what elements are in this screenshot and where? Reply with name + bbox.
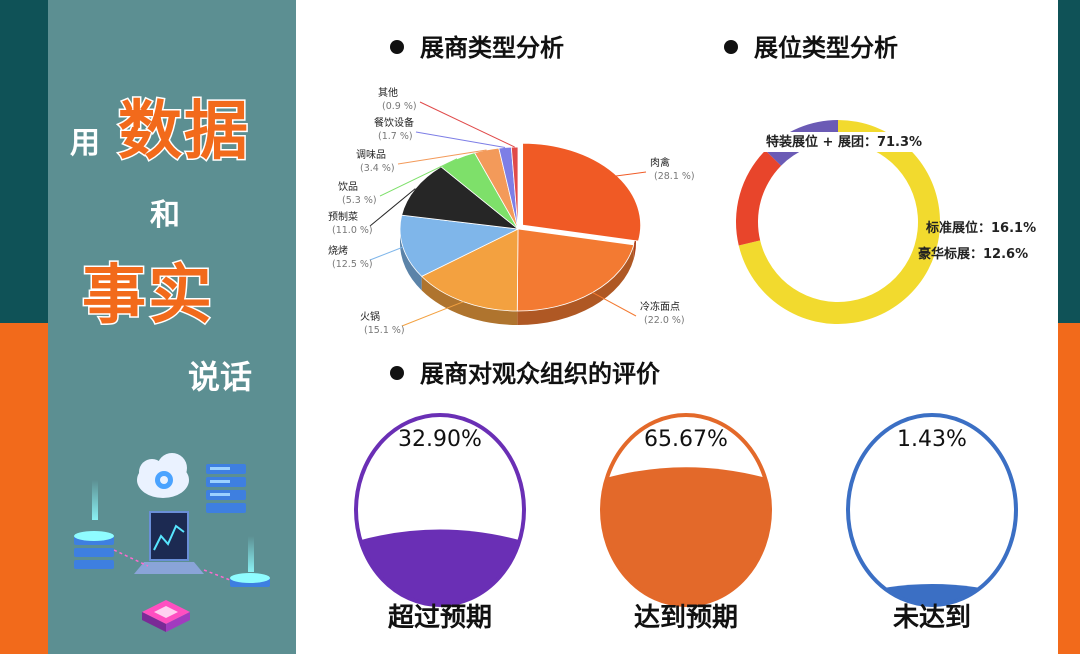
pie-leader-0 — [609, 171, 647, 178]
pie-leader-3 — [369, 246, 404, 261]
booth-type-donut-chart: 特装展位 + 展团：71.3% 标准展位：16.1% 豪华标展：12.6% — [736, 120, 1036, 324]
heading-audience-eval: 展商对观众组织的评价 — [390, 354, 660, 389]
bullet-dot — [724, 40, 738, 54]
pie-side-2 — [421, 276, 518, 325]
server-stack-icon — [206, 464, 246, 513]
slogan-speak: 说话 — [188, 358, 253, 396]
pie-value-7: (1.7 %) — [378, 131, 413, 142]
gauge-category-1: 达到预期 — [634, 603, 738, 633]
gauge-value-2: 1.43% — [897, 427, 967, 452]
pie-slice-8 — [510, 146, 519, 230]
pie-leader-2 — [401, 301, 464, 327]
donut-label-2: 豪华标展：12.6% — [918, 246, 1028, 262]
pie-label-1: 冷冻面点 — [640, 300, 680, 313]
laptop-chart-icon — [134, 511, 204, 574]
pie-leader-6 — [397, 149, 487, 165]
pie-label-4: 预制菜 — [328, 210, 358, 223]
heading-exhibitor-types-text: 展商类型分析 — [420, 34, 564, 62]
gauge-value-1: 65.67% — [644, 427, 728, 452]
pie-label-3: 烧烤 — [328, 244, 348, 257]
gauge-ring-1 — [600, 413, 772, 607]
audience-eval-gauges: 32.90% 超过预期 65.67% 达到预期 1.43% 未达到 — [354, 413, 1018, 633]
donut-label-bg-0 — [763, 132, 926, 152]
slogan-panel: 用 数据 和 事实 说话 — [48, 0, 296, 654]
donut-slice-1 — [736, 150, 782, 246]
pie-value-1: (22.0 %) — [644, 315, 685, 326]
gauge-category-0: 超过预期 — [388, 603, 492, 633]
heading-exhibitor-types: 展商类型分析 — [390, 28, 564, 63]
pie-value-2: (15.1 %) — [364, 325, 405, 336]
pie-slice-3 — [399, 214, 520, 277]
heading-booth-types-text: 展位类型分析 — [754, 34, 898, 62]
pie-leader-8 — [419, 101, 515, 148]
pie-value-8: (0.9 %) — [382, 101, 417, 112]
exhibitor-type-pie-chart: 肉禽 (28.1 %) 冷冻面点 (22.0 %) 火锅 (15.1 %) 烧烤 (12.5 … — [328, 86, 695, 336]
pie-label-6: 调味品 — [356, 149, 386, 161]
slogan-yong: 用 — [70, 126, 100, 161]
pie-leader-7 — [415, 131, 506, 148]
pie-label-7: 餐饮设备 — [374, 116, 414, 129]
gauge-category-2: 未达到 — [893, 603, 971, 633]
pie-leader-5 — [379, 158, 458, 197]
tech-illustration — [74, 453, 270, 632]
right-platform-icon — [230, 536, 270, 587]
heading-audience-eval-text: 展商对观众组织的评价 — [420, 360, 660, 388]
pie-value-3: (12.5 %) — [332, 259, 373, 270]
donut-label-1: 标准展位：16.1% — [925, 220, 1036, 236]
gauge-fill-1 — [602, 415, 770, 605]
pie-side-3 — [400, 229, 422, 291]
pie-label-8: 其他 — [378, 86, 398, 99]
bullet-dot — [390, 40, 404, 54]
pie-value-6: (3.4 %) — [360, 163, 395, 174]
pie-label-5: 饮品 — [338, 180, 358, 193]
gauge-ring-2 — [846, 413, 1018, 607]
slogan-he: 和 — [150, 198, 180, 233]
pie-slice-2 — [420, 228, 519, 312]
slogan-facts: 事实 — [81, 258, 214, 335]
pie-leader-1 — [592, 292, 637, 317]
left-server-icon — [74, 480, 114, 569]
pie-side-0 — [633, 229, 636, 259]
heading-booth-types: 展位类型分析 — [724, 28, 898, 63]
chip-icon — [142, 600, 190, 632]
pie-value-4: (11.0 %) — [332, 225, 373, 236]
donut-label-0: 特装展位 + 展团：71.3% — [766, 134, 922, 150]
pie-label-0: 肉禽 — [650, 156, 670, 169]
pie-value-5: (5.3 %) — [342, 195, 377, 206]
gauge-value-0: 32.90% — [398, 427, 482, 452]
bullet-dot — [390, 366, 404, 380]
pie-slice-0 — [522, 142, 641, 242]
pie-label-2: 火锅 — [360, 311, 380, 323]
gauge-ring-0 — [354, 413, 526, 607]
pie-slice-1 — [516, 228, 635, 312]
pie-side-1 — [517, 244, 634, 325]
pie-value-0: (28.1 %) — [654, 171, 695, 182]
pie-leader-4 — [369, 188, 416, 227]
slogan-data: 数据 — [117, 94, 250, 171]
cloud-icon — [137, 453, 189, 498]
